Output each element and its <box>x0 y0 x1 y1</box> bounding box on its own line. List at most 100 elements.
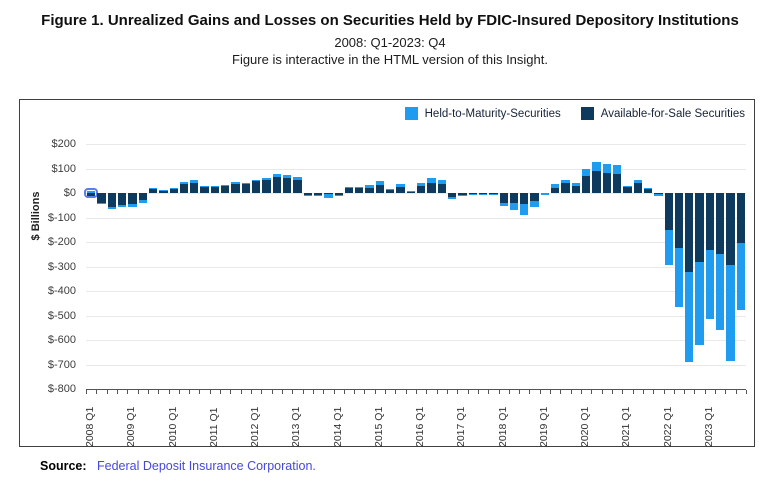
bar-2008-Q3-htm[interactable] <box>107 206 116 209</box>
bar-2010-Q4-afs[interactable] <box>200 187 209 193</box>
bar-2016-Q3-htm[interactable] <box>437 180 446 185</box>
bar-2011-Q4-htm[interactable] <box>241 182 250 184</box>
bar-2009-Q4-afs[interactable] <box>159 190 168 193</box>
bar-2013-Q4-afs[interactable] <box>324 193 333 195</box>
bar-2009-Q4-htm[interactable] <box>159 190 168 192</box>
bar-2022-Q1-htm[interactable] <box>664 229 673 266</box>
bar-2018-Q3-afs[interactable] <box>520 193 529 205</box>
bar-2014-Q4-afs[interactable] <box>365 187 374 193</box>
bar-2023-Q3-htm[interactable] <box>726 265 735 361</box>
bar-2021-Q1-htm[interactable] <box>623 186 632 188</box>
bar-2022-Q1-afs[interactable] <box>664 193 673 230</box>
bar-2012-Q3-afs[interactable] <box>272 176 281 193</box>
bar-2022-Q3-afs[interactable] <box>685 193 694 272</box>
bar-2021-Q3-htm[interactable] <box>643 187 653 189</box>
bar-2008-Q2-afs[interactable] <box>97 193 106 203</box>
bar-2021-Q1-afs[interactable] <box>623 187 632 193</box>
bar-2022-Q2-afs[interactable] <box>674 193 684 249</box>
bar-2021-Q4-afs[interactable] <box>654 193 663 194</box>
legend-item-available-for-sale[interactable]: Available-for-Sale Securities <box>580 107 745 120</box>
bar-2009-Q1-afs[interactable] <box>128 193 137 204</box>
bar-2014-Q1-htm[interactable] <box>334 195 343 197</box>
bar-2018-Q3-htm[interactable] <box>520 204 529 216</box>
bar-2016-Q3-afs[interactable] <box>437 184 446 193</box>
bar-2015-Q1-htm[interactable] <box>375 180 385 185</box>
bar-2023-Q4-htm[interactable] <box>736 242 745 310</box>
bar-2016-Q4-afs[interactable] <box>447 193 457 197</box>
bar-2015-Q4-htm[interactable] <box>406 190 415 192</box>
bar-2008-Q3-afs[interactable] <box>107 193 116 207</box>
bar-2020-Q1-htm[interactable] <box>582 168 591 177</box>
bar-2022-Q4-afs[interactable] <box>695 193 704 262</box>
bar-2014-Q4-htm[interactable] <box>365 185 374 188</box>
bar-2009-Q2-htm[interactable] <box>138 200 147 203</box>
bar-2011-Q2-afs[interactable] <box>221 186 230 193</box>
bar-2018-Q1-htm[interactable] <box>499 202 508 207</box>
bar-2011-Q2-htm[interactable] <box>221 185 230 187</box>
bar-2021-Q2-afs[interactable] <box>633 182 642 193</box>
bar-2020-Q2-htm[interactable] <box>592 161 601 171</box>
bar-2019-Q4-afs[interactable] <box>571 185 580 193</box>
bar-2019-Q1-htm[interactable] <box>540 193 550 195</box>
bar-2022-Q2-htm[interactable] <box>674 248 684 307</box>
bar-2020-Q3-htm[interactable] <box>602 163 611 173</box>
bar-2012-Q3-htm[interactable] <box>272 173 281 177</box>
bar-2022-Q3-htm[interactable] <box>685 271 694 363</box>
legend-item-held-to-maturity[interactable]: Held-to-Maturity-Securities <box>404 107 561 120</box>
bar-2008-Q2-htm[interactable] <box>97 202 106 205</box>
bar-2017-Q4-afs[interactable] <box>489 193 498 194</box>
bar-2012-Q2-afs[interactable] <box>262 180 271 193</box>
bar-2016-Q2-afs[interactable] <box>427 182 436 193</box>
bar-2011-Q3-afs[interactable] <box>231 183 240 193</box>
bar-2019-Q2-htm[interactable] <box>551 184 560 188</box>
bar-2023-Q4-afs[interactable] <box>736 193 745 243</box>
bar-2011-Q1-htm[interactable] <box>210 185 220 187</box>
bar-2008-Q1-htm[interactable] <box>87 190 96 193</box>
bar-2016-Q4-htm[interactable] <box>447 196 457 199</box>
bar-2008-Q4-htm[interactable] <box>117 205 127 208</box>
bar-2011-Q3-htm[interactable] <box>231 181 240 184</box>
bar-2020-Q3-afs[interactable] <box>602 172 611 193</box>
bar-2017-Q4-htm[interactable] <box>489 193 498 195</box>
bar-2012-Q4-afs[interactable] <box>282 178 292 193</box>
bar-2019-Q2-afs[interactable] <box>551 187 560 193</box>
bar-2020-Q4-afs[interactable] <box>612 174 622 193</box>
bar-2017-Q3-afs[interactable] <box>478 193 488 195</box>
bar-2010-Q1-afs[interactable] <box>169 188 178 193</box>
bar-2015-Q4-afs[interactable] <box>406 190 415 193</box>
bar-2018-Q1-afs[interactable] <box>499 193 508 203</box>
bar-2015-Q3-htm[interactable] <box>396 184 405 188</box>
bar-2010-Q3-htm[interactable] <box>190 180 199 183</box>
bar-2023-Q2-htm[interactable] <box>716 254 725 330</box>
bar-2020-Q2-afs[interactable] <box>592 170 601 193</box>
bar-2011-Q1-afs[interactable] <box>210 186 220 193</box>
bar-2016-Q2-htm[interactable] <box>427 177 436 183</box>
bar-2013-Q2-afs[interactable] <box>303 193 312 195</box>
bar-2013-Q4-htm[interactable] <box>324 194 333 198</box>
bar-2013-Q1-htm[interactable] <box>293 177 302 180</box>
bar-2023-Q1-afs[interactable] <box>705 193 715 250</box>
bar-2018-Q4-htm[interactable] <box>530 201 539 207</box>
bar-2014-Q3-afs[interactable] <box>355 187 364 193</box>
bar-2019-Q3-afs[interactable] <box>561 183 570 193</box>
bar-2013-Q3-htm[interactable] <box>313 194 323 197</box>
bar-2010-Q4-htm[interactable] <box>200 186 209 188</box>
bar-2012-Q4-htm[interactable] <box>282 175 292 179</box>
bar-2013-Q1-afs[interactable] <box>293 180 302 193</box>
bar-2019-Q3-htm[interactable] <box>561 180 570 184</box>
bar-2016-Q1-afs[interactable] <box>417 186 426 193</box>
bar-2017-Q2-htm[interactable] <box>468 193 477 195</box>
bar-2019-Q4-htm[interactable] <box>571 182 580 186</box>
bar-2014-Q1-afs[interactable] <box>334 193 343 196</box>
bar-2008-Q4-afs[interactable] <box>117 193 127 206</box>
bar-2017-Q1-afs[interactable] <box>458 193 467 195</box>
bar-2009-Q2-afs[interactable] <box>138 193 147 201</box>
bar-2017-Q3-htm[interactable] <box>478 194 488 196</box>
bar-2010-Q2-afs[interactable] <box>179 184 189 193</box>
bar-2013-Q2-htm[interactable] <box>303 194 312 196</box>
bar-2009-Q3-afs[interactable] <box>148 188 158 193</box>
bar-2021-Q4-htm[interactable] <box>654 193 663 196</box>
bar-2010-Q3-afs[interactable] <box>190 182 199 193</box>
bar-2023-Q1-htm[interactable] <box>705 249 715 320</box>
bar-2018-Q2-htm[interactable] <box>509 202 519 211</box>
